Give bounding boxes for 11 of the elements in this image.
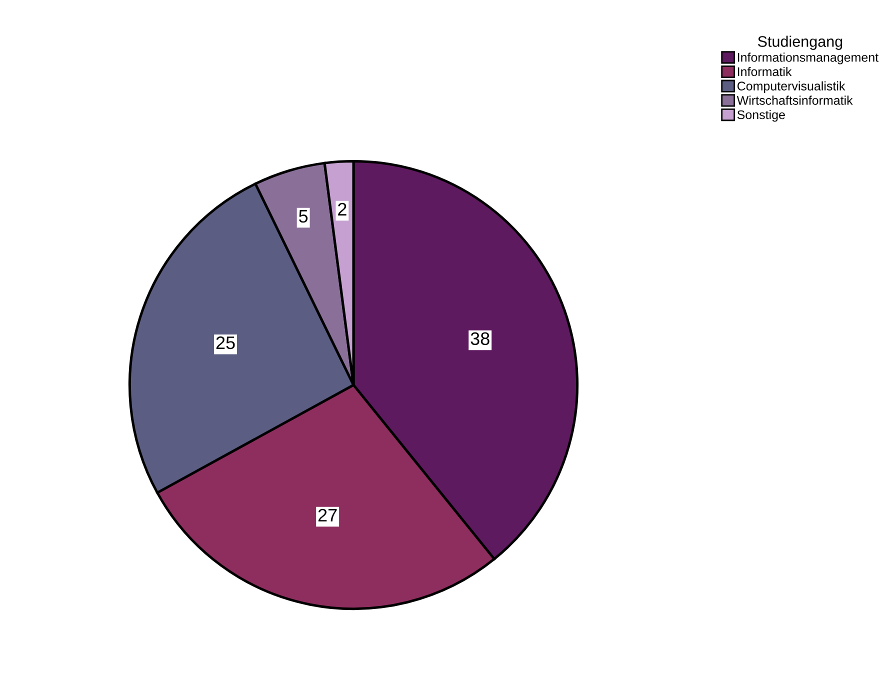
legend-label: Informationsmanagement (738, 52, 878, 64)
legend-label: Sonstige (737, 110, 785, 122)
legend-label: Wirtschaftsinformatik (736, 96, 853, 105)
data-label: 2 (338, 202, 346, 216)
data-label: 38 (470, 332, 490, 346)
data-label: 27 (318, 508, 337, 522)
legend-label: Computervisualistik (737, 81, 846, 93)
legend-label: Informatik (738, 66, 792, 76)
data-label: 25 (216, 336, 235, 350)
legend-title: Studiengang (758, 36, 842, 50)
data-label: 5 (299, 210, 308, 223)
